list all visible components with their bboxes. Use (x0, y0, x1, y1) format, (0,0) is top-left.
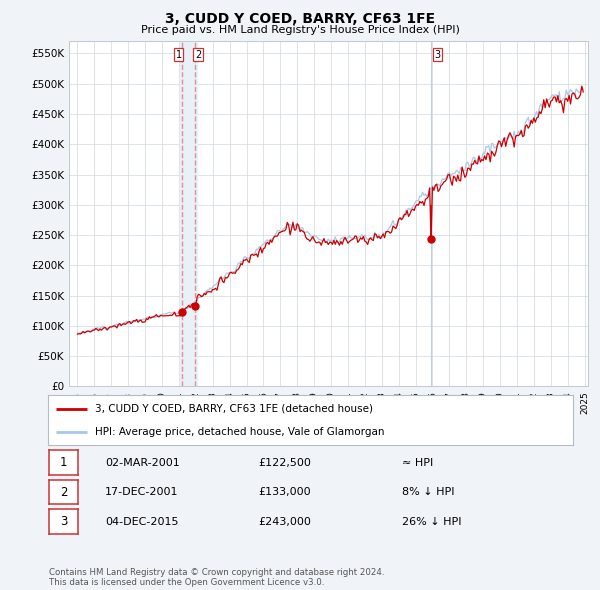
Text: 26% ↓ HPI: 26% ↓ HPI (402, 517, 461, 526)
Text: 3, CUDD Y COED, BARRY, CF63 1FE (detached house): 3, CUDD Y COED, BARRY, CF63 1FE (detache… (95, 404, 373, 414)
Text: £122,500: £122,500 (258, 458, 311, 467)
Text: 3: 3 (434, 50, 440, 60)
Text: Contains HM Land Registry data © Crown copyright and database right 2024.
This d: Contains HM Land Registry data © Crown c… (49, 568, 385, 587)
Text: 17-DEC-2001: 17-DEC-2001 (105, 487, 179, 497)
Text: 1: 1 (60, 456, 67, 469)
Text: 02-MAR-2001: 02-MAR-2001 (105, 458, 180, 467)
Text: 3: 3 (60, 515, 67, 528)
Text: 2: 2 (195, 50, 201, 60)
Text: £133,000: £133,000 (258, 487, 311, 497)
Text: 8% ↓ HPI: 8% ↓ HPI (402, 487, 455, 497)
Text: 2: 2 (60, 486, 67, 499)
Bar (180, 41, 197, 386)
Text: ≈ HPI: ≈ HPI (402, 458, 433, 467)
Text: Price paid vs. HM Land Registry's House Price Index (HPI): Price paid vs. HM Land Registry's House … (140, 25, 460, 35)
Text: £243,000: £243,000 (258, 517, 311, 526)
Text: 04-DEC-2015: 04-DEC-2015 (105, 517, 179, 526)
Text: 3, CUDD Y COED, BARRY, CF63 1FE: 3, CUDD Y COED, BARRY, CF63 1FE (165, 12, 435, 26)
Text: 1: 1 (176, 50, 182, 60)
Text: HPI: Average price, detached house, Vale of Glamorgan: HPI: Average price, detached house, Vale… (95, 427, 385, 437)
